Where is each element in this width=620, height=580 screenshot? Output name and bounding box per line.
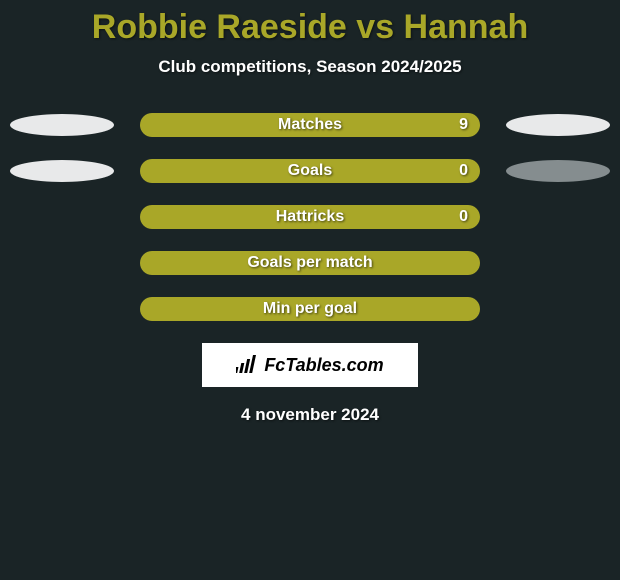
stat-value: 0 — [459, 162, 468, 180]
stat-value: 9 — [459, 116, 468, 134]
stat-bar: Hattricks 0 — [140, 205, 480, 229]
stat-row: Min per goal — [8, 297, 612, 321]
stats-area: Matches 9 Goals 0 Hattricks 0 Goals per … — [0, 113, 620, 321]
stat-row: Matches 9 — [8, 113, 612, 137]
logo: FcTables.com — [236, 355, 383, 376]
stat-bar: Goals per match — [140, 251, 480, 275]
oval-left — [10, 114, 114, 136]
stat-row: Goals 0 — [8, 159, 612, 183]
stat-label: Matches — [140, 116, 480, 134]
logo-text: FcTables.com — [264, 355, 383, 376]
stat-row: Goals per match — [8, 251, 612, 275]
stat-value: 0 — [459, 208, 468, 226]
stat-bar: Matches 9 — [140, 113, 480, 137]
stat-row: Hattricks 0 — [8, 205, 612, 229]
stat-bar: Min per goal — [140, 297, 480, 321]
page-title: Robbie Raeside vs Hannah — [0, 0, 620, 47]
stat-bar: Goals 0 — [140, 159, 480, 183]
oval-right — [506, 160, 610, 182]
oval-left — [10, 160, 114, 182]
oval-right — [506, 114, 610, 136]
date-text: 4 november 2024 — [0, 405, 620, 425]
stat-label: Goals per match — [140, 254, 480, 272]
stat-label: Goals — [140, 162, 480, 180]
stat-label: Hattricks — [140, 208, 480, 226]
stat-label: Min per goal — [140, 300, 480, 318]
page-subtitle: Club competitions, Season 2024/2025 — [0, 57, 620, 77]
logo-box: FcTables.com — [202, 343, 418, 387]
chart-bars-icon — [236, 355, 260, 375]
